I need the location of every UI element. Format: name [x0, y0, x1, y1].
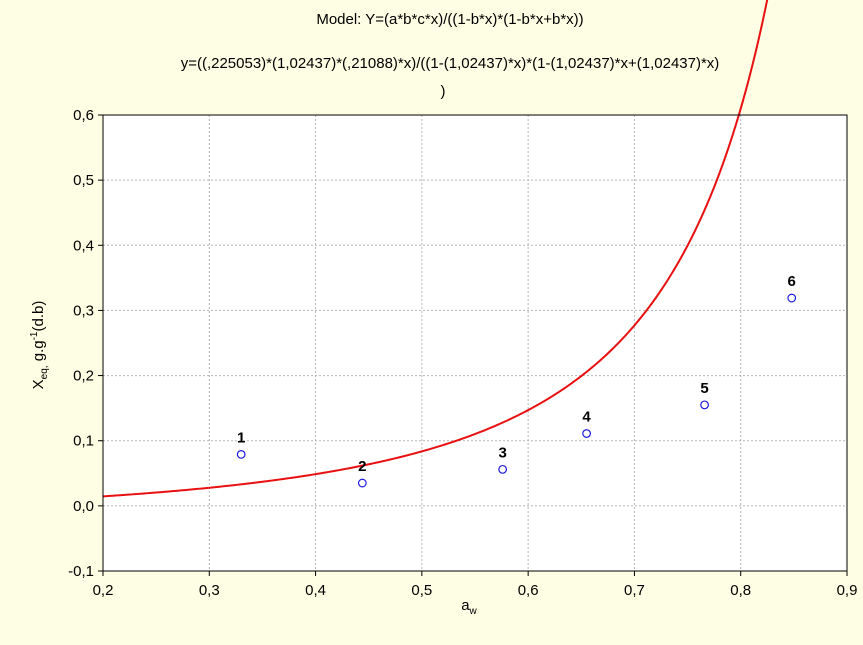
y-tick-label: 0,5 — [73, 172, 94, 189]
data-point-label: 2 — [358, 458, 366, 475]
chart-title-line-2: y=((,225053)*(1,02437)*(,21088)*x)/((1-(… — [181, 55, 720, 72]
y-tick-label: 0,0 — [73, 498, 94, 515]
x-axis-label: aw — [461, 597, 477, 617]
data-point — [236, 449, 246, 459]
chart-title-line-1: Model: Y=(a*b*c*x)/((1-b*x)*(1-b*x+b*x)) — [316, 11, 583, 28]
model-curve — [102, 0, 769, 498]
data-point-label: 1 — [237, 429, 245, 446]
y-tick-label: -0,1 — [68, 563, 94, 580]
y-tick-label: 0,2 — [73, 368, 94, 385]
data-point-label: 4 — [582, 409, 591, 426]
y-tick-label: 0,3 — [73, 302, 94, 319]
data-point — [787, 293, 797, 303]
axis-ticks: 0,2 0,3 0,4 0,5 0,6 0,7 0,8 0,9 -0,1 0,0 0,1 0,2 0,3… — [68, 107, 857, 599]
x-tick-label: 0,9 — [837, 582, 858, 599]
data-point — [582, 429, 591, 438]
x-tick-label: 0,4 — [305, 582, 326, 599]
x-tick-label: 0,8 — [730, 582, 751, 599]
x-tick-label: 0,7 — [624, 582, 645, 599]
plot-area — [103, 115, 847, 571]
data-point — [357, 478, 367, 488]
data-point — [700, 400, 709, 410]
plot-frame — [102, 114, 848, 572]
data-point-label: 6 — [788, 273, 796, 290]
grid — [103, 115, 847, 571]
x-tick-label: 0,6 — [518, 582, 539, 599]
data-points: 1 2 3 4 5 6 — [236, 273, 797, 488]
data-point-label: 3 — [498, 444, 506, 461]
x-tick-label: 0,3 — [199, 582, 220, 599]
model-curve-group — [102, 0, 769, 498]
x-tick-label: 0,2 — [93, 582, 114, 599]
x-tick-label: 0,5 — [411, 582, 432, 599]
y-tick-label: 0,6 — [73, 107, 94, 124]
chart-title-line-3: ) — [441, 83, 446, 100]
data-point — [498, 464, 508, 474]
y-tick-label: 0,1 — [73, 433, 94, 450]
data-point-label: 5 — [700, 380, 708, 397]
y-tick-label: 0,4 — [73, 237, 94, 254]
y-axis-label: Xeq, g.g-1(d.b) — [29, 301, 50, 390]
